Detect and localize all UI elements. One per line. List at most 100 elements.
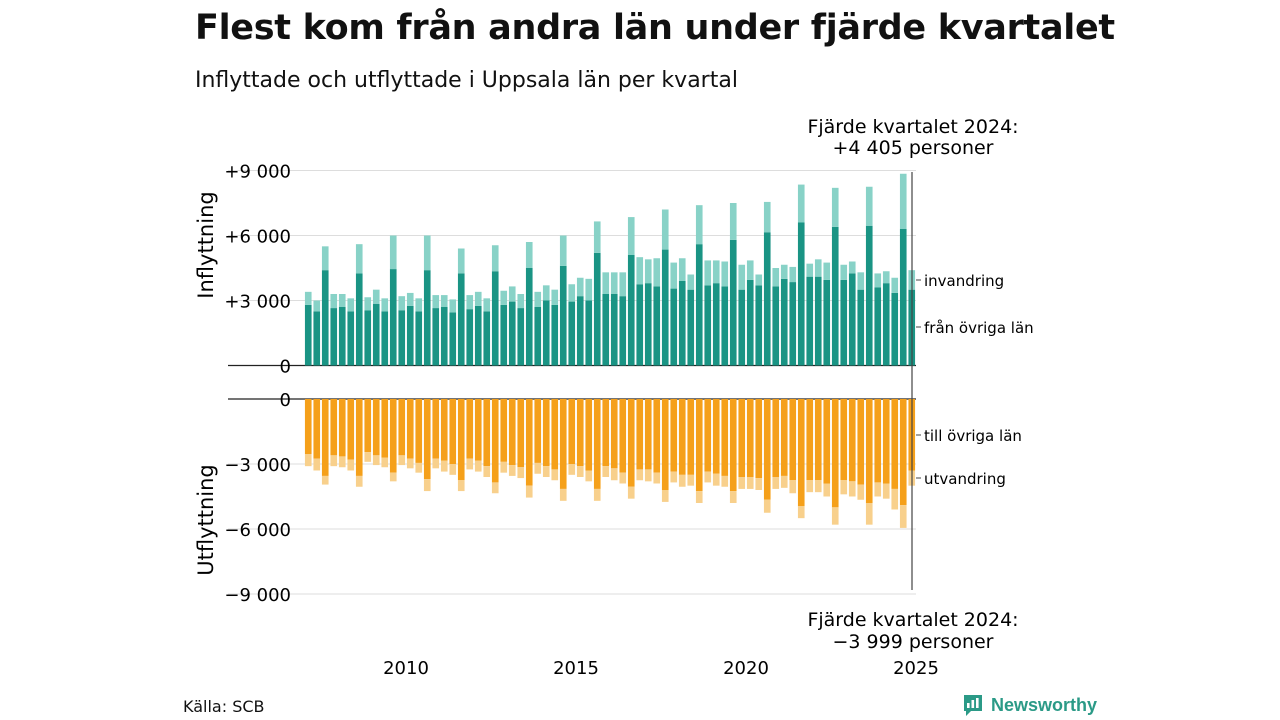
bar-utvandring xyxy=(542,466,550,477)
bar-till-ovriga-lan xyxy=(661,399,669,490)
bar-till-ovriga-lan xyxy=(627,399,635,487)
bar-till-ovriga-lan xyxy=(466,399,474,459)
bar-fran-ovriga-lan xyxy=(525,268,533,366)
bar-fran-ovriga-lan xyxy=(568,301,576,366)
bar-utvandring xyxy=(406,458,414,469)
bar-utvandring xyxy=(517,467,525,479)
bar-till-ovriga-lan xyxy=(330,399,338,456)
bar-utvandring xyxy=(814,480,822,493)
bar-utvandring xyxy=(789,480,797,494)
bar-utvandring xyxy=(755,478,763,490)
bar-fran-ovriga-lan xyxy=(457,273,465,366)
bar-invandring xyxy=(559,235,567,266)
bar-utvandring xyxy=(576,466,584,477)
bar-till-ovriga-lan xyxy=(678,399,686,475)
bar-fran-ovriga-lan xyxy=(466,309,474,366)
bar-utvandring xyxy=(780,475,788,488)
y-tick-bottom-2: −6 000 xyxy=(224,520,291,541)
outflow-bars xyxy=(304,399,916,528)
bar-till-ovriga-lan xyxy=(381,399,389,458)
bar-till-ovriga-lan xyxy=(653,399,661,473)
bar-invandring xyxy=(712,260,720,284)
bar-fran-ovriga-lan xyxy=(721,286,729,366)
bar-till-ovriga-lan xyxy=(882,399,890,484)
x-tick-labels: 2010 2015 2020 2025 xyxy=(383,658,939,679)
bar-fran-ovriga-lan xyxy=(355,273,363,366)
bar-fran-ovriga-lan xyxy=(389,269,397,366)
bar-utvandring xyxy=(432,458,440,469)
bar-utvandring xyxy=(721,475,729,487)
y-axis-label-top: Inflyttning xyxy=(194,191,218,298)
bar-fran-ovriga-lan xyxy=(695,244,703,366)
bar-utvandring xyxy=(321,475,329,485)
bar-till-ovriga-lan xyxy=(517,399,525,468)
bar-till-ovriga-lan xyxy=(585,399,593,471)
bar-utvandring xyxy=(636,469,644,481)
bar-utvandring xyxy=(644,469,652,482)
bar-invandring xyxy=(653,258,661,287)
y-tick-labels: 0 +3 000 +6 000 +9 000 0 −3 000 −6 000 −9 000 xyxy=(224,162,291,607)
bar-fran-ovriga-lan xyxy=(610,294,618,366)
bar-invandring xyxy=(806,263,814,277)
chart-subtitle: Inflyttade och utflyttade i Uppsala län … xyxy=(195,68,738,93)
bar-utvandring xyxy=(857,484,865,500)
bar-till-ovriga-lan xyxy=(729,399,737,492)
bar-utvandring xyxy=(661,490,669,502)
bar-fran-ovriga-lan xyxy=(432,308,440,366)
bar-utvandring xyxy=(687,474,695,486)
bar-fran-ovriga-lan xyxy=(313,311,321,366)
bar-invandring xyxy=(619,272,627,297)
bar-fran-ovriga-lan xyxy=(585,300,593,366)
bar-utvandring xyxy=(372,455,380,466)
bar-utvandring xyxy=(364,452,372,462)
bar-utvandring xyxy=(568,464,576,475)
bar-invandring xyxy=(831,187,839,227)
bar-fran-ovriga-lan xyxy=(364,310,372,366)
bar-fran-ovriga-lan xyxy=(789,282,797,366)
bar-invandring xyxy=(415,298,423,312)
bar-till-ovriga-lan xyxy=(474,399,482,461)
bar-till-ovriga-lan xyxy=(840,399,848,481)
bar-invandring xyxy=(551,289,559,305)
bar-utvandring xyxy=(585,470,593,482)
bar-invandring xyxy=(321,246,329,271)
bar-invandring xyxy=(423,235,431,271)
annotation-bottom-line2: −3 999 personer xyxy=(833,631,994,653)
bar-utvandring xyxy=(882,483,890,499)
bar-invandring xyxy=(780,264,788,279)
bar-utvandring xyxy=(729,491,737,503)
bar-fran-ovriga-lan xyxy=(500,304,508,366)
bar-till-ovriga-lan xyxy=(602,399,610,467)
bar-utvandring xyxy=(840,480,848,495)
bar-utvandring xyxy=(619,472,627,484)
bar-till-ovriga-lan xyxy=(542,399,550,467)
bar-utvandring xyxy=(389,472,397,482)
bar-fran-ovriga-lan xyxy=(780,278,788,366)
bar-till-ovriga-lan xyxy=(491,399,499,483)
bar-till-ovriga-lan xyxy=(695,399,703,492)
bar-invandring xyxy=(602,272,610,294)
bar-till-ovriga-lan xyxy=(508,399,516,466)
bar-invandring xyxy=(661,209,669,250)
bar-utvandring xyxy=(772,477,780,489)
bar-fran-ovriga-lan xyxy=(491,271,499,366)
bar-utvandring xyxy=(899,505,907,528)
bar-fran-ovriga-lan xyxy=(704,285,712,366)
bar-invandring xyxy=(508,286,516,302)
bar-till-ovriga-lan xyxy=(364,399,372,453)
bar-till-ovriga-lan xyxy=(355,399,363,476)
y-tick-bottom-3: −9 000 xyxy=(224,585,291,606)
bar-till-ovriga-lan xyxy=(865,399,873,503)
bar-invandring xyxy=(466,295,474,310)
bar-invandring xyxy=(797,184,805,223)
bar-invandring xyxy=(738,264,746,290)
legend-utvandring: utvandring xyxy=(924,470,1006,488)
bar-invandring xyxy=(593,221,601,253)
legend-fran-ovriga-lan: från övriga län xyxy=(924,319,1034,337)
bar-invandring xyxy=(542,285,550,301)
bar-till-ovriga-lan xyxy=(687,399,695,475)
bar-invandring xyxy=(585,278,593,301)
bar-utvandring xyxy=(602,466,610,477)
bar-till-ovriga-lan xyxy=(797,399,805,507)
bar-fran-ovriga-lan xyxy=(848,273,856,366)
